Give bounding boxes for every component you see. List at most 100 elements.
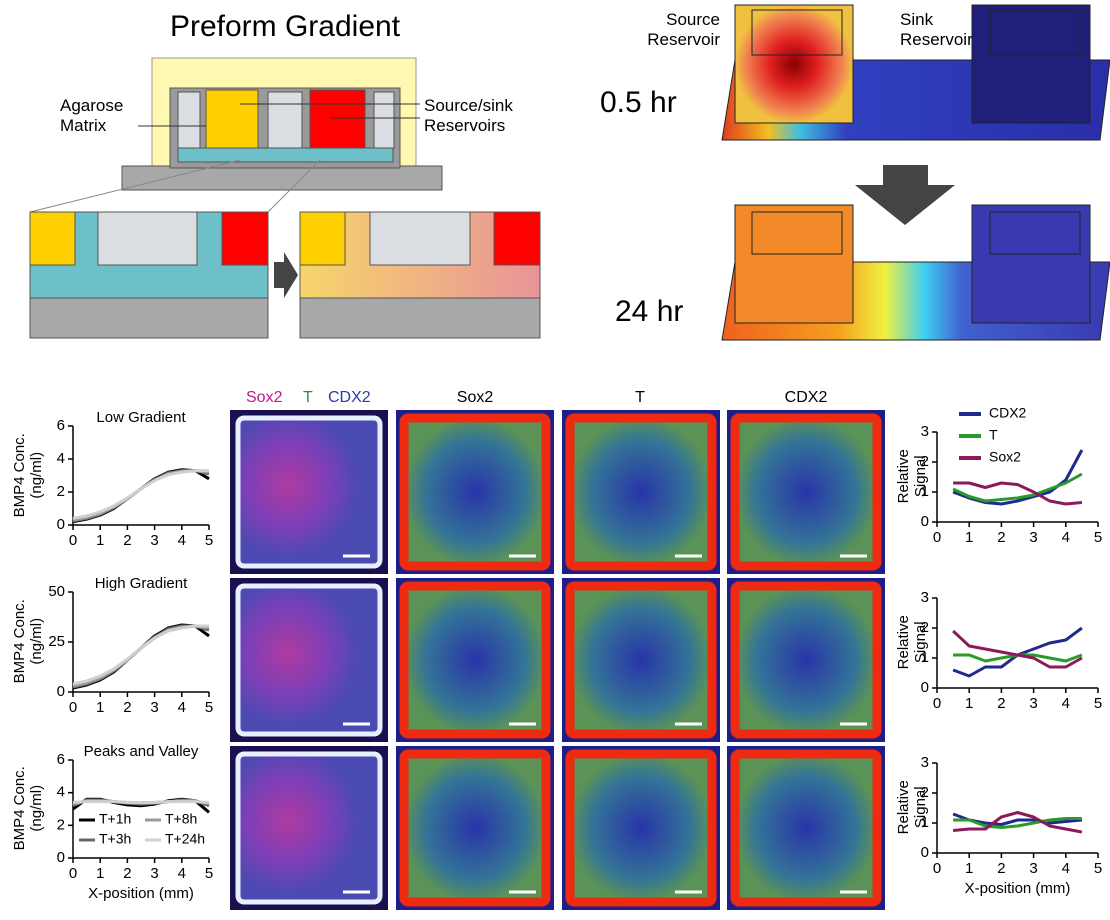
y-tick-label: 4 xyxy=(57,450,65,467)
y-axis-label: BMP4 Conc. (ng/ml) xyxy=(10,432,45,517)
channel-header: CDX2 xyxy=(328,389,371,406)
y-axis-label: Relative Signal xyxy=(894,449,929,504)
x-tick-label: 1 xyxy=(96,865,104,882)
image-well xyxy=(399,749,551,907)
y-tick-label: 6 xyxy=(57,417,65,434)
x-tick-label: 5 xyxy=(205,699,213,716)
label-line: Agarose xyxy=(60,96,124,115)
y-tick-label: 0 xyxy=(57,683,65,700)
image-well xyxy=(565,581,717,739)
x-tick-label: 2 xyxy=(123,699,131,716)
device-schematic xyxy=(29,57,541,339)
series-line xyxy=(72,800,210,804)
chart-title: Peaks and Valley xyxy=(83,743,199,760)
label-line: Sink xyxy=(900,10,934,29)
legend-label: T+3h xyxy=(99,831,131,847)
x-tick-label: 1 xyxy=(96,699,104,716)
channel-header: CDX2 xyxy=(785,389,828,406)
x-tick-label: 4 xyxy=(1062,529,1070,546)
x-tick-label: 3 xyxy=(1029,529,1037,546)
agarose-label: Agarose Matrix xyxy=(60,96,130,135)
simulation-render xyxy=(721,4,1110,341)
series-line xyxy=(72,469,209,520)
x-tick-label: 4 xyxy=(178,532,186,549)
x-axis-label: X-position (mm) xyxy=(88,885,194,902)
x-tick-label: 5 xyxy=(1094,860,1102,877)
legend-label: T+1h xyxy=(99,811,131,827)
x-tick-label: 0 xyxy=(933,529,941,546)
y-tick-label: 1 xyxy=(921,649,929,666)
y-tick-label: 3 xyxy=(921,589,929,606)
y-tick-label: 4 xyxy=(57,784,65,801)
image-well xyxy=(565,749,717,907)
image-well xyxy=(235,415,383,569)
y-tick-label: 0 xyxy=(921,513,929,530)
image-well xyxy=(235,583,383,737)
legend-label: T xyxy=(989,427,998,443)
label-line: Matrix xyxy=(60,115,107,135)
series-line xyxy=(72,624,209,686)
y-tick-label: 2 xyxy=(57,483,65,500)
legend-label: T+8h xyxy=(165,811,197,827)
x-tick-label: 2 xyxy=(123,532,131,549)
x-tick-label: 2 xyxy=(123,865,131,882)
image-well xyxy=(730,581,882,739)
image-well xyxy=(235,751,383,905)
x-tick-label: 5 xyxy=(1094,695,1102,712)
x-tick-label: 3 xyxy=(150,865,158,882)
x-tick-label: 1 xyxy=(965,695,973,712)
series-line xyxy=(953,481,1083,506)
x-tick-label: 4 xyxy=(178,699,186,716)
y-tick-label: 0 xyxy=(921,679,929,696)
image-well xyxy=(399,413,551,571)
image-well xyxy=(565,413,717,571)
y-tick-label: 2 xyxy=(57,816,65,833)
image-well xyxy=(399,581,551,739)
x-tick-label: 0 xyxy=(933,695,941,712)
legend-label: CDX2 xyxy=(989,405,1027,421)
series-line xyxy=(952,626,1083,678)
x-tick-label: 2 xyxy=(997,860,1005,877)
x-tick-label: 3 xyxy=(1029,860,1037,877)
y-tick-label: 0 xyxy=(57,849,65,866)
y-tick-label: 50 xyxy=(48,583,65,600)
time-label: 0.5 hr xyxy=(600,86,677,119)
channel-header: Sox2 xyxy=(457,389,494,406)
x-tick-label: 4 xyxy=(1062,860,1070,877)
y-axis-label: Relative Signal xyxy=(894,615,929,670)
legend-label: T+24h xyxy=(165,831,205,847)
x-tick-label: 0 xyxy=(69,699,77,716)
series-line xyxy=(952,629,1083,669)
chart-title: Low Gradient xyxy=(96,409,186,426)
label-line: Reservoir xyxy=(900,29,973,49)
x-tick-label: 0 xyxy=(933,860,941,877)
x-tick-label: 0 xyxy=(69,532,77,549)
x-tick-label: 2 xyxy=(997,529,1005,546)
y-tick-label: 0 xyxy=(57,516,65,533)
x-tick-label: 5 xyxy=(205,865,213,882)
y-tick-label: 25 xyxy=(48,633,65,650)
channel-header: Sox2 xyxy=(246,389,283,406)
y-tick-label: 3 xyxy=(921,423,929,440)
x-tick-label: 1 xyxy=(965,860,973,877)
x-tick-label: 3 xyxy=(150,532,158,549)
x-tick-label: 5 xyxy=(205,532,213,549)
y-tick-label: 1 xyxy=(921,814,929,831)
series-line xyxy=(953,817,1082,829)
y-tick-label: 2 xyxy=(921,784,929,801)
x-tick-label: 0 xyxy=(69,865,77,882)
y-tick-label: 2 xyxy=(921,619,929,636)
microscopy-images xyxy=(230,410,885,910)
source-label: Source Reservoir xyxy=(630,10,720,49)
x-tick-label: 1 xyxy=(96,532,104,549)
channel-header: T xyxy=(303,389,313,406)
y-tick-label: 6 xyxy=(57,751,65,768)
y-axis-label: BMP4 Conc. (ng/ml) xyxy=(10,766,45,851)
x-tick-label: 3 xyxy=(1029,695,1037,712)
label-line: Reservoir xyxy=(647,29,720,49)
reservoir-label: Source/sink Reservoirs xyxy=(424,96,544,135)
legend-label: Sox2 xyxy=(989,449,1021,465)
y-tick-label: 2 xyxy=(921,453,929,470)
